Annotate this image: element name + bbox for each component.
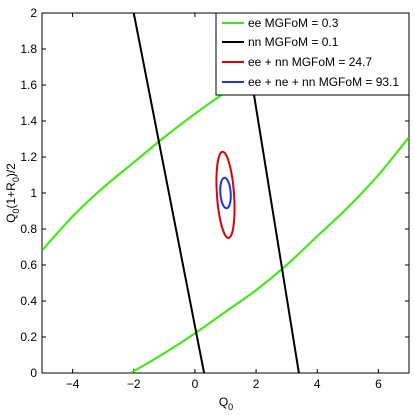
x-tick-label: 4 (314, 377, 321, 391)
y-tick-label: 0 (30, 366, 37, 380)
tick-labels: −4 −2 0 2 4 6 0 0.2 0.4 0.6 0.8 1 1.2 1.4 1.6 1.8 2 (20, 6, 382, 391)
y-tick-label: 1 (30, 186, 37, 200)
x-axis-label: Q0 (219, 395, 233, 412)
x-tick-label: 0 (192, 377, 199, 391)
y-tick-label: 0.2 (20, 330, 37, 344)
x-tick-label: −4 (66, 377, 80, 391)
series-ee-ne-nn-ellipse (219, 176, 232, 210)
series-nn-curve-1 (132, 13, 206, 373)
legend-label-ee-nn: ee + nn MGFoM = 24.7 (248, 55, 372, 69)
y-tick-label: 1.8 (20, 42, 37, 56)
y-tick-label: 1.6 (20, 78, 37, 92)
y-tick-label: 1.4 (20, 114, 37, 128)
x-tick-label: −2 (127, 377, 141, 391)
series-ee-nn-ellipse (215, 150, 236, 239)
y-axis-label: Q0(1+R0)/2 (4, 163, 21, 223)
series-ee-curve-2 (130, 136, 409, 373)
legend-box (215, 12, 410, 96)
y-tick-label: 0.8 (20, 222, 37, 236)
x-tick-label: 6 (375, 377, 382, 391)
y-tick-label: 0.6 (20, 258, 37, 272)
x-tick-label: 2 (253, 377, 260, 391)
legend-label-ee-ne-nn: ee + ne + nn MGFoM = 93.1 (248, 75, 399, 89)
legend-label-nn: nn MGFoM = 0.1 (248, 35, 339, 49)
y-tick-label: 2 (30, 6, 37, 20)
y-tick-label: 0.4 (20, 294, 37, 308)
y-tick-label: 1.2 (20, 150, 37, 164)
legend-label-ee: ee MGFoM = 0.3 (248, 16, 339, 30)
legend: ee MGFoM = 0.3 nn MGFoM = 0.1 ee + nn MG… (215, 12, 410, 96)
